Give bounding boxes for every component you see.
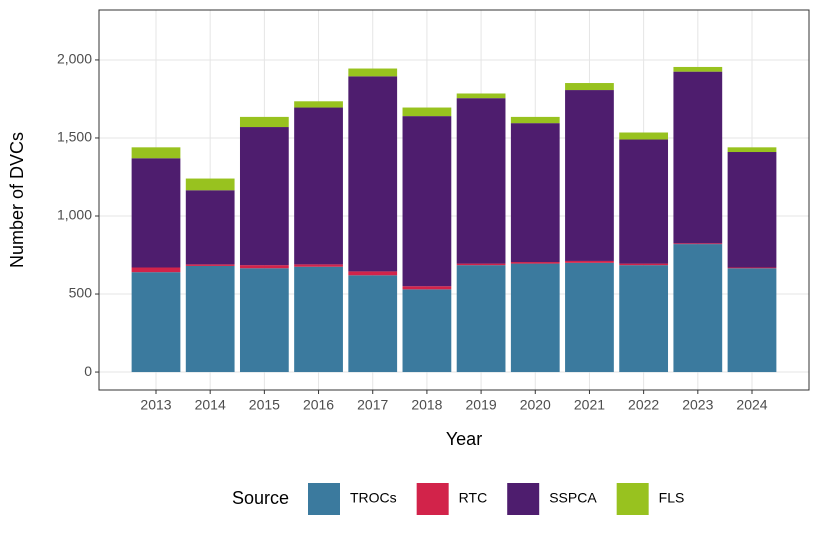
bar-segment [239,265,289,269]
y-axis-title: Number of DVCs [7,132,27,268]
bar-segment [456,263,506,266]
legend-label: FLS [659,490,685,506]
bar-segment [565,90,614,261]
bar-segment [510,123,560,263]
bar-segment [131,147,181,159]
bar-segment [456,98,506,264]
y-tick-label: 2,000 [57,51,92,67]
bar-segment [727,267,777,269]
bar-segment [348,275,398,373]
bar-segment [294,264,343,267]
y-tick-label: 500 [69,285,93,301]
bar-segment [619,132,669,140]
x-tick-label: 2021 [574,397,605,413]
y-tick-label: 0 [84,363,92,379]
x-tick-label: 2024 [736,397,767,413]
bar-segment [456,93,506,99]
bar-segment [348,271,398,276]
bar-segment [294,107,343,265]
legend-key [416,483,449,515]
legend-key [507,483,540,515]
legend-label: SSPCA [549,490,597,506]
bar-segment [239,116,289,128]
bar-segment [510,262,560,264]
bar-segment [619,265,669,373]
bar-segment [131,158,181,268]
bar-segment [294,101,343,108]
bar-segment [348,68,398,77]
bar-segment [131,267,181,273]
bar-segment [402,289,452,373]
bar-segment [402,107,452,117]
bar-segment [294,266,343,373]
x-tick-label: 2023 [682,397,713,413]
bar-segment [565,83,614,91]
bar-segment [510,263,560,373]
bar-segment [402,286,452,290]
bars [131,66,777,373]
bar-segment [348,76,398,272]
panel-border [98,9,810,391]
legend-key [616,483,649,515]
x-tick-label: 2014 [195,397,226,413]
y-tick-label: 1,500 [57,129,92,145]
bar-segment [185,264,235,266]
bar-segment [565,260,614,263]
x-tick-label: 2019 [466,397,497,413]
bar-segment [402,116,452,287]
bar-segment [673,71,723,244]
x-tick-label: 2022 [628,397,659,413]
bar-segment [239,268,289,373]
x-tick-label: 2018 [411,397,442,413]
bar-segment [727,152,777,268]
bar-segment [619,139,669,264]
bar-segment [131,272,181,373]
legend-label: TROCs [350,490,397,506]
bar-segment [456,265,506,373]
bar-segment [185,190,235,265]
x-axis-title: Year [446,429,482,449]
y-tick-label: 1,000 [57,207,92,223]
legend-title: Source [232,488,289,508]
bar-segment [185,265,235,373]
x-tick-label: 2016 [303,397,334,413]
x-tick-label: 2013 [140,397,171,413]
bar-segment [727,147,777,153]
bar-segment [673,243,723,245]
bar-segment [673,66,723,72]
x-tick-label: 2020 [520,397,551,413]
legend-key [308,483,340,515]
legend: TROCs RTC SSPCA FLS [308,483,684,515]
legend-label: RTC [459,490,488,506]
x-tick-label: 2015 [249,397,280,413]
bar-segment [673,244,723,373]
bar-segment [565,262,614,373]
bar-segment [619,263,669,266]
bar-segment [185,178,235,191]
bar-segment [727,268,777,373]
x-tick-label: 2017 [357,397,388,413]
bar-segment [510,116,560,124]
bar-segment [239,127,289,266]
